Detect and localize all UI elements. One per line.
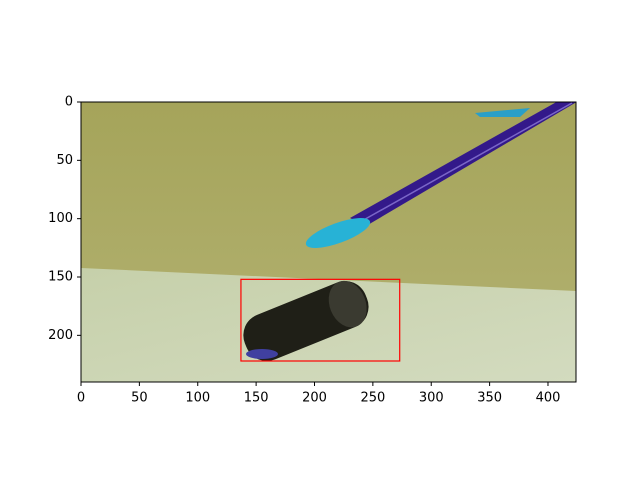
- image-gripper: [305, 218, 371, 248]
- y-tick-label: 0: [65, 95, 73, 110]
- y-tick-label: 50: [56, 153, 73, 168]
- x-tick-label: 100: [185, 391, 210, 406]
- image-arm-highlight: [359, 102, 573, 223]
- x-tick-label: 0: [77, 391, 85, 406]
- x-tick-label: 300: [419, 391, 444, 406]
- bounding-box: [240, 278, 401, 362]
- x-tick-label: 250: [360, 391, 385, 406]
- x-tick-label: 150: [244, 391, 269, 406]
- x-tick-label: 200: [302, 391, 327, 406]
- x-tick-label: 50: [131, 391, 148, 406]
- y-tick-label: 100: [48, 211, 73, 226]
- image-object: [243, 280, 369, 361]
- y-tick-label: 150: [48, 270, 73, 285]
- x-tick-label: 400: [536, 391, 561, 406]
- image-shadow: [246, 349, 278, 359]
- x-tick-label: 350: [477, 391, 502, 406]
- axes-frame: [80, 101, 577, 383]
- y-tick-label: 200: [48, 328, 73, 343]
- image: [81, 102, 576, 382]
- image-arm-tip: [475, 108, 530, 117]
